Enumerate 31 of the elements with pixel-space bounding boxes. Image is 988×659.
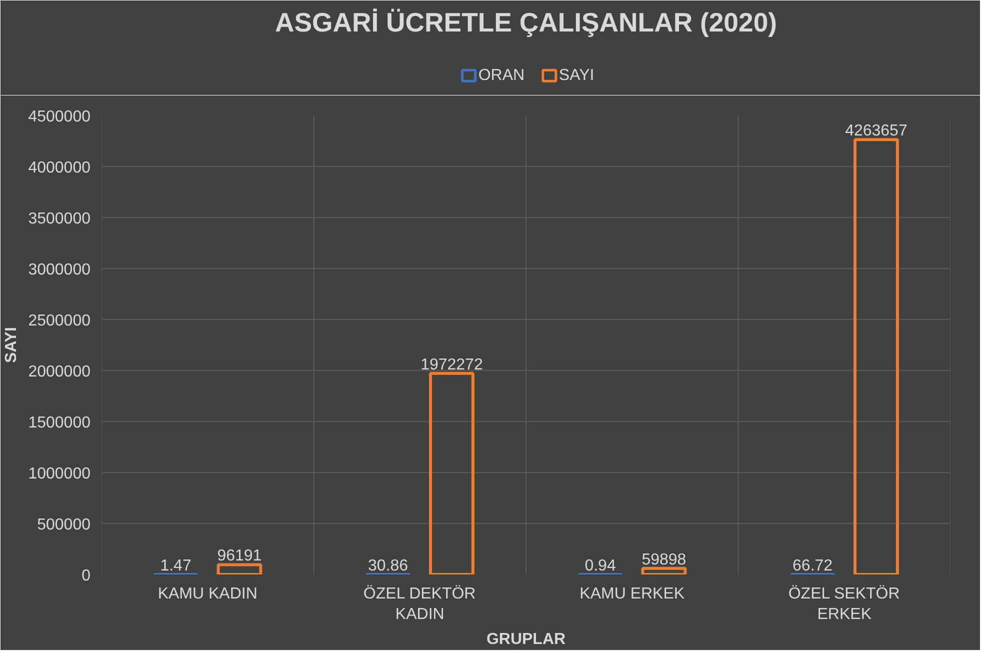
x-tick-label: ÖZEL DEKTÖR KADIN	[363, 584, 476, 623]
data-label: 66.72	[792, 557, 833, 574]
legend-label: SAYI	[558, 67, 594, 84]
y-tick-label: 0	[82, 568, 91, 584]
y-axis-title: SAYI	[3, 327, 20, 363]
y-tick-label: 3500000	[28, 210, 91, 228]
y-tick-label: 2500000	[28, 312, 91, 330]
bar	[853, 138, 899, 574]
data-label: 59898	[642, 551, 686, 568]
x-axis-title: GRUPLAR	[486, 630, 566, 648]
y-tick-label: 4000000	[28, 160, 91, 176]
y-tick-label: 2000000	[28, 364, 91, 380]
x-tick-label: KAMU KADIN	[158, 586, 258, 602]
data-label: 4263657	[845, 122, 908, 140]
data-label: 96191	[217, 548, 262, 565]
y-tick-label: 4500000	[28, 108, 91, 126]
y-tick-label: 500000	[37, 516, 91, 534]
chart-title: ASGARİ ÜCRETLE ÇALIŞANLAR (2020)	[274, 8, 778, 38]
data-label: 0.94	[584, 558, 616, 574]
x-tick-label: ÖZEL SEKTÖR ERKEK	[788, 584, 900, 623]
data-label: 1.47	[160, 558, 192, 574]
bar	[216, 563, 262, 574]
y-tick-label: 1500000	[28, 414, 91, 432]
legend-label: ORAN	[478, 67, 525, 84]
bar	[641, 566, 687, 574]
y-tick-label: 1000000	[28, 466, 91, 482]
data-label: 1972272	[420, 356, 483, 374]
bar	[428, 372, 474, 574]
data-label: 30.86	[368, 557, 408, 574]
y-tick-label: 3000000	[28, 262, 91, 278]
x-tick-label: KAMU ERKEK	[580, 586, 685, 602]
